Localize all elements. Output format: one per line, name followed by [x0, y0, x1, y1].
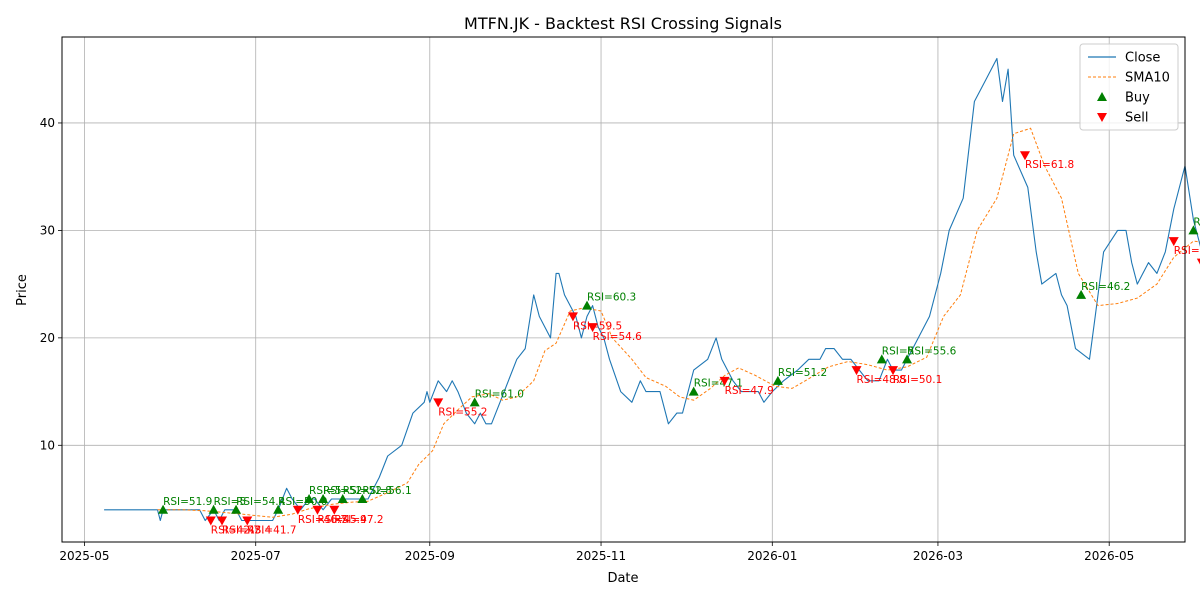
sell-marker [205, 516, 216, 526]
sell-annotation: RSI=54.6 [593, 331, 643, 343]
sell-marker [851, 366, 862, 376]
sell-annotation: RSI=47.2 [334, 514, 383, 526]
buy-annotation: RSI=61.0 [475, 388, 524, 400]
buy-marker [158, 504, 169, 514]
x-tick-label: 2025-11 [576, 549, 626, 563]
buy-annotation: RSI=55.6 [907, 345, 957, 357]
buy-annotation: RSI=60.3 [587, 292, 636, 304]
sell-marker [242, 516, 253, 526]
buy-annotation: RSI=56.1 [362, 485, 411, 497]
buy-annotation: RSI=51.2 [778, 367, 827, 379]
buy-marker [902, 354, 913, 364]
buy-marker [772, 375, 783, 385]
buy-marker [318, 494, 329, 504]
sell-marker [329, 505, 340, 515]
legend-swatch-buy [1097, 92, 1107, 101]
buy-marker [469, 397, 480, 407]
buy-annotation: RSI=47.1 [694, 378, 743, 390]
sma10-line [157, 127, 1200, 518]
legend-label: Sell [1125, 111, 1148, 126]
sell-marker [217, 516, 228, 526]
sell-annotation: RSI=50.1 [893, 374, 942, 386]
x-tick-label: 2025-07 [231, 549, 281, 563]
legend-swatch-sell [1097, 113, 1107, 122]
x-tick-label: 2026-03 [913, 549, 963, 563]
buy-annotation: RSI=46.2 [1081, 281, 1130, 293]
plot-frame [61, 36, 1186, 543]
buy-annotation: RSI=50.0 [278, 496, 327, 508]
x-axis-title: Date [607, 571, 638, 586]
buy-marker [688, 386, 699, 396]
x-tick-label: 2025-09 [405, 549, 455, 563]
buy-marker [337, 494, 348, 504]
buy-marker [1076, 289, 1087, 299]
legend-label: SMA10 [1125, 71, 1170, 86]
buy-marker [357, 494, 368, 504]
buy-annotation: RSI=5 [882, 345, 915, 357]
buy-annotation: RSI=53.5 [1193, 216, 1200, 228]
buy-annotation: RSI=52 [323, 485, 362, 497]
close-price-line [104, 57, 1200, 522]
sell-annotation: RSI=41.7 [247, 525, 296, 537]
y-tick-label: 10 [40, 438, 55, 452]
sell-annotation: RSI=43.4 [222, 525, 272, 537]
sell-marker [1168, 237, 1179, 247]
chart-title: MTFN.JK - Backtest RSI Crossing Signals [464, 14, 782, 33]
sell-annotation: RSI=48.8 [857, 374, 906, 386]
y-tick-label: 40 [40, 116, 55, 130]
buy-annotation: RSI=5 [309, 485, 342, 497]
legend-label: Buy [1125, 91, 1150, 106]
sell-marker [1019, 151, 1030, 161]
legend-box [1079, 43, 1179, 131]
buy-marker [876, 354, 887, 364]
buy-marker [1188, 225, 1199, 235]
x-tick-label: 2025-05 [59, 549, 109, 563]
sell-marker [1196, 258, 1200, 265]
y-tick-label: 30 [40, 223, 55, 237]
buy-marker [273, 504, 284, 514]
sell-annotation: RSI=59.5 [573, 320, 622, 332]
sell-annotation: RSI=55.2 [438, 406, 487, 418]
y-axis-ticks: 10 20 30 40 [40, 116, 62, 452]
sell-annotation: RSI=42.7 [211, 525, 260, 537]
sell-marker [433, 398, 444, 408]
x-tick-label: 2026-05 [1084, 549, 1134, 563]
sell-annotation: RSI=51.4 [1174, 245, 1200, 257]
buy-annotation: RSI=5 [214, 496, 247, 508]
buy-annotation: RSI=54.4 [236, 496, 286, 508]
plot-area: RSI=51.9 RSI=5RSI=54.4RSI=50.0RSI=5RSI=52… [104, 57, 1200, 537]
buy-annotation: RSI=51.9 [163, 496, 212, 508]
x-tick-label: 2026-01 [747, 549, 797, 563]
sell-annotation: RSI=61.8 [1025, 159, 1074, 171]
grid-lines [62, 37, 1185, 542]
sell-marker [292, 505, 303, 515]
y-axis-title: Price [15, 274, 30, 306]
sell-marker [719, 376, 730, 386]
sell-marker [587, 323, 598, 333]
legend: Close SMA10 Buy Sell [1079, 43, 1179, 131]
sell-annotation: RSI=47.9 [725, 385, 774, 397]
legend-label: Close [1125, 51, 1160, 66]
buy-marker [304, 494, 315, 504]
x-axis-ticks: 2025-05 2025-07 2025-09 2025-11 2026-01 2026-… [59, 542, 1134, 563]
buy-marker [231, 504, 242, 514]
sell-annotation: RSI=45.9 [317, 514, 366, 526]
y-tick-label: 20 [40, 331, 55, 345]
buy-marker [582, 300, 593, 310]
sell-marker [567, 312, 578, 322]
sell-annotation: RSI=46.7 [298, 514, 347, 526]
sell-marker [312, 505, 323, 515]
buy-annotation: RSI=52.8 [343, 485, 392, 497]
buy-marker [208, 504, 219, 514]
sell-marker [888, 366, 899, 376]
